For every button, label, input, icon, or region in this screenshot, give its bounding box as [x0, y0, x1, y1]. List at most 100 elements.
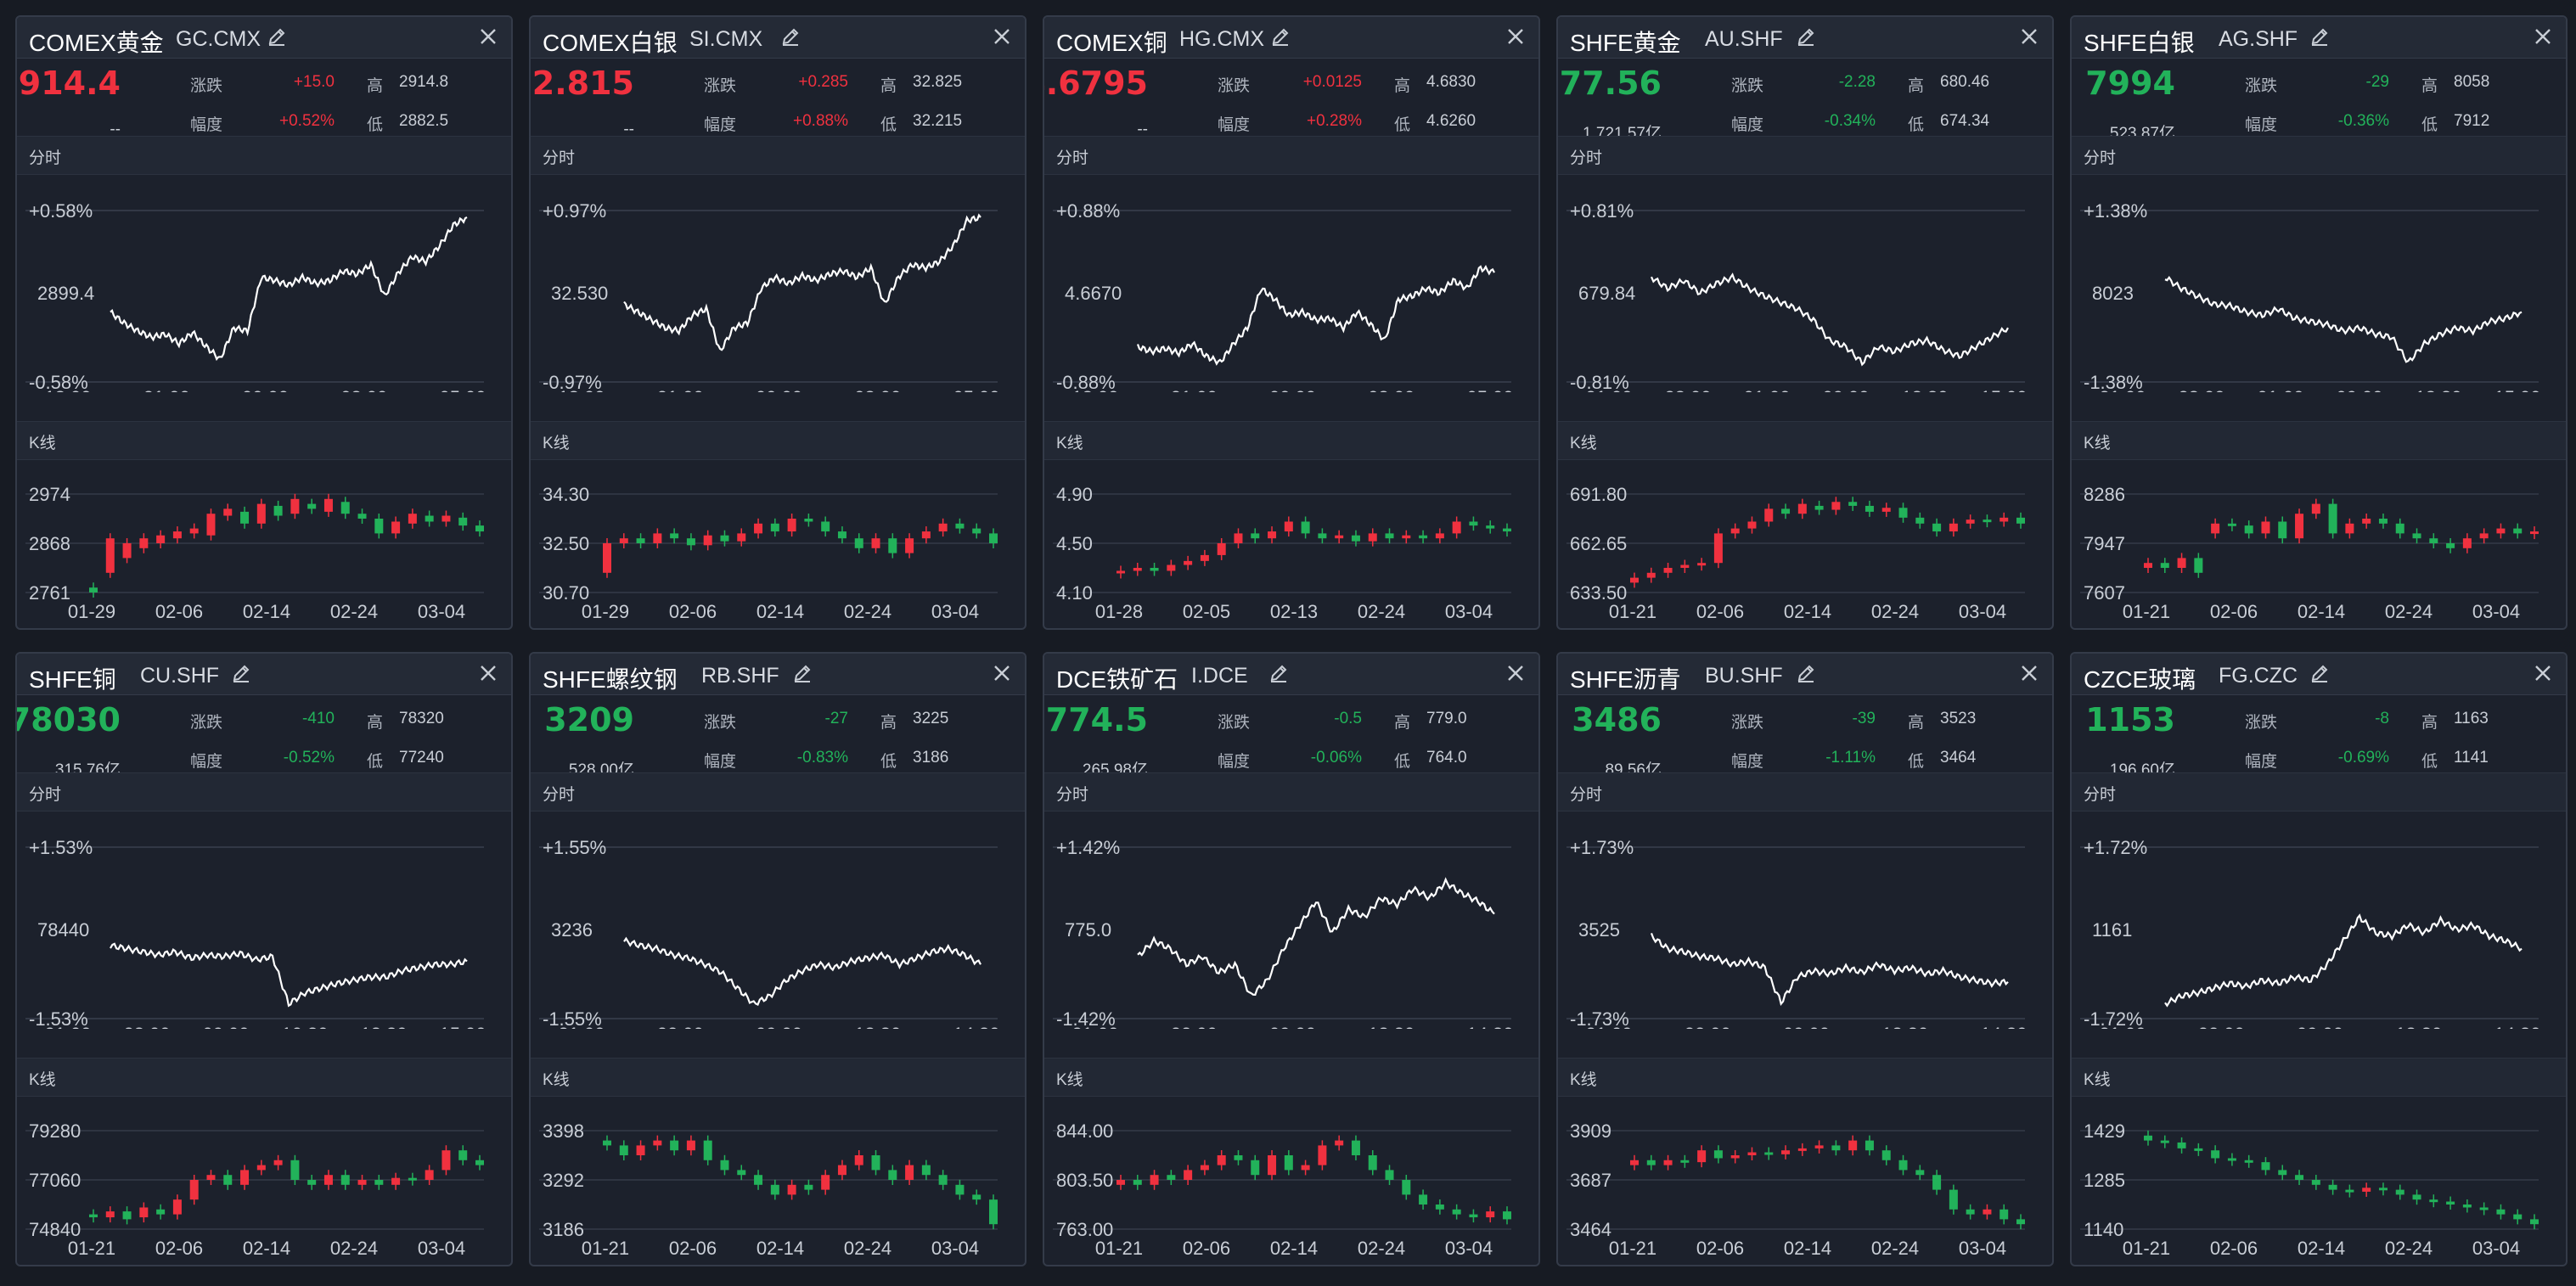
- pencil-icon[interactable]: [1795, 25, 1817, 48]
- intraday-axis-top: +1.38%: [2084, 200, 2147, 222]
- close-icon[interactable]: [1505, 662, 1527, 684]
- kline-date-label: 02-14: [2298, 601, 2345, 622]
- kline-candle: [391, 521, 401, 534]
- intraday-time-label: 22:00: [1685, 1024, 1731, 1029]
- kline-candle: [653, 1140, 662, 1146]
- kline-candle: [854, 1155, 863, 1165]
- close-icon[interactable]: [991, 25, 1013, 48]
- last-price: 78030: [15, 701, 121, 738]
- kline-axis-label: 30.70: [543, 582, 589, 604]
- kline-section-header[interactable]: K线: [17, 1058, 511, 1097]
- pencil-icon[interactable]: [791, 662, 813, 684]
- quote-panel[interactable]: COMEX黄金 GC.CMX 2914.4 -- 涨跌 +15.0 幅度 +0.52% 高 291…: [15, 15, 513, 630]
- high-value: 779.0: [1426, 710, 1467, 727]
- intraday-section-header[interactable]: 分时: [17, 136, 511, 175]
- quote-panel[interactable]: SHFE螺纹钢 RB.SHF 3209 528.00亿 涨跌 -27 幅度 -0.83% 高 32…: [529, 652, 1026, 1266]
- intraday-section-header[interactable]: 分时: [1044, 772, 1538, 811]
- kline-section-header[interactable]: K线: [2072, 421, 2566, 460]
- instrument-name: SHFE螺纹钢: [543, 666, 678, 693]
- kline-candle: [256, 1165, 266, 1171]
- intraday-axis-bottom: -1.55%: [543, 1008, 602, 1029]
- intraday-section-header[interactable]: 分时: [1558, 772, 2052, 811]
- pencil-icon[interactable]: [230, 662, 252, 684]
- intraday-time-label: 01:00: [1743, 387, 1790, 392]
- kline-candle: [206, 1175, 216, 1180]
- quote-panel[interactable]: DCE铁矿石 I.DCE 774.5 265.98亿 涨跌 -0.5 幅度 -0.06% 高 77…: [1043, 652, 1540, 1266]
- high-label: 高: [880, 77, 897, 95]
- kline-candle: [2194, 1148, 2203, 1151]
- kline-candle: [2311, 503, 2320, 514]
- close-icon[interactable]: [2018, 662, 2040, 684]
- intraday-section-header[interactable]: 分时: [2072, 136, 2566, 175]
- kline-date-label: 02-24: [330, 601, 378, 622]
- kline-axis-label: 803.50: [1056, 1170, 1113, 1191]
- quote-panel[interactable]: SHFE铜 CU.SHF 78030 315.76亿 涨跌 -410 幅度 -0.52% 高 78…: [15, 652, 513, 1266]
- intraday-section-header[interactable]: 分时: [1558, 136, 2052, 175]
- intraday-time-label: 14:30: [1466, 1024, 1513, 1029]
- close-icon[interactable]: [2532, 662, 2554, 684]
- close-icon[interactable]: [2018, 25, 2040, 48]
- low-value: 77240: [399, 749, 444, 767]
- high-label: 高: [2421, 714, 2438, 732]
- quote-panel[interactable]: SHFE沥青 BU.SHF 3486 89.56亿 涨跌 -39 幅度 -1.11% 高 3523…: [1556, 652, 2054, 1266]
- kline-candle: [458, 517, 468, 526]
- intraday-label: 分时: [543, 149, 576, 167]
- quote-panel[interactable]: SHFE黄金AU.SHF677.561,721.57亿涨跌-2.28幅度-0.3…: [1556, 15, 2054, 630]
- kline-section-header[interactable]: K线: [1558, 421, 2052, 460]
- close-icon[interactable]: [477, 25, 499, 48]
- kline-candle: [720, 1160, 729, 1171]
- intraday-label: 分时: [29, 149, 62, 167]
- kline-candle: [290, 498, 300, 514]
- kline-section-header[interactable]: K线: [531, 421, 1025, 460]
- intraday-time-label: 22:00: [1171, 1024, 1218, 1029]
- instrument-name: CZCE玻璃: [2084, 666, 2196, 693]
- quote-panel[interactable]: COMEX白银 SI.CMX 32.815 -- 涨跌 +0.285 幅度 +0.88% 高 32…: [529, 15, 1026, 630]
- pencil-icon[interactable]: [1268, 662, 1290, 684]
- pencil-icon[interactable]: [779, 25, 801, 48]
- quote-panel[interactable]: CZCE玻璃 FG.CZC 1153 196.60亿 涨跌 -8 幅度 -0.69% 高 1163…: [2070, 652, 2568, 1266]
- kline-section-header[interactable]: K线: [1044, 1058, 1538, 1097]
- intraday-time-label: 21:00: [2099, 1024, 2146, 1029]
- intraday-axis-mid: 78440: [37, 919, 89, 941]
- intraday-section-header[interactable]: 分时: [531, 772, 1025, 811]
- intraday-section-header[interactable]: 分时: [531, 136, 1025, 175]
- kline-section-header[interactable]: K线: [17, 421, 511, 460]
- intraday-section-header[interactable]: 分时: [1044, 136, 1538, 175]
- change-label: 涨跌: [190, 714, 223, 732]
- low-value: 32.215: [913, 112, 963, 130]
- intraday-axis-mid: 679.84: [1578, 283, 1635, 304]
- close-icon[interactable]: [477, 662, 499, 684]
- intraday-time-label: 21:00: [1585, 387, 1632, 392]
- close-icon[interactable]: [1505, 25, 1527, 48]
- kline-candle: [1368, 1155, 1377, 1171]
- pencil-icon[interactable]: [266, 25, 288, 48]
- close-icon[interactable]: [991, 662, 1013, 684]
- close-icon[interactable]: [2532, 25, 2554, 48]
- pencil-icon[interactable]: [2309, 25, 2331, 48]
- kline-candle: [972, 1194, 981, 1200]
- kline-section-header[interactable]: K线: [1558, 1058, 2052, 1097]
- high-value: 3225: [913, 710, 949, 727]
- high-value: 32.825: [913, 73, 963, 91]
- high-label: 高: [367, 77, 384, 95]
- kline-section-header[interactable]: K线: [1044, 421, 1538, 460]
- intraday-section-header[interactable]: 分时: [17, 772, 511, 811]
- pencil-icon[interactable]: [2309, 662, 2331, 684]
- pencil-icon[interactable]: [1795, 662, 1817, 684]
- quote-panel[interactable]: SHFE白银 AG.SHF 7994 523.87亿 涨跌 -29 幅度 -0.36% 高 805…: [2070, 15, 2568, 630]
- pencil-icon[interactable]: [1269, 25, 1291, 48]
- quote-panel[interactable]: COMEX铜 HG.CMX 4.6795 -- 涨跌 +0.0125 幅度 +0.28% 高 4.…: [1043, 15, 1540, 630]
- intraday-time-label: 13:30: [2395, 1024, 2442, 1029]
- kline-section-header[interactable]: K线: [531, 1058, 1025, 1097]
- intraday-time-label: 13:30: [2415, 387, 2461, 392]
- high-value: 4.6830: [1426, 73, 1476, 91]
- intraday-chart: +1.73% 3525 -1.73%21:00 22:00 09:00 13:30 14:3…: [1566, 837, 2028, 1029]
- amplitude-label: 幅度: [1731, 753, 1764, 771]
- kline-axis-label: 3909: [1570, 1120, 1611, 1142]
- intraday-section-header[interactable]: 分时: [2072, 772, 2566, 811]
- kline-candle: [273, 505, 283, 516]
- kline-section-header[interactable]: K线: [2072, 1058, 2566, 1097]
